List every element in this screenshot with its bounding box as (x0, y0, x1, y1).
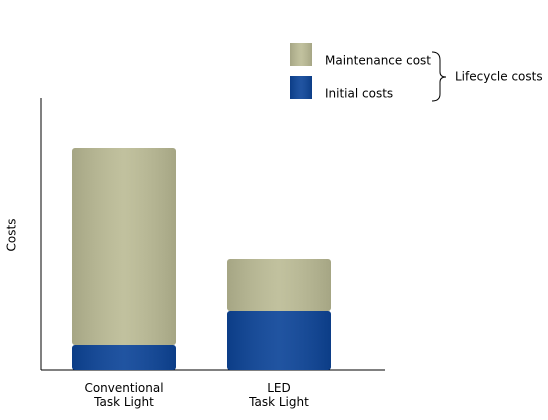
y-axis-label: Costs (5, 219, 19, 252)
legend-label: Initial costs (325, 87, 393, 101)
bar-shine (72, 148, 176, 345)
x-tick-label: LED Task Light (249, 381, 309, 409)
x-tick-label: Conventional Task Light (84, 381, 164, 409)
bar-shine (227, 259, 331, 311)
legend-shine (290, 43, 312, 66)
legend-label: Maintenance cost (325, 54, 431, 68)
bar-shine (227, 311, 331, 370)
group-label: Lifecycle costs (455, 70, 543, 84)
legend-shine (290, 76, 312, 99)
bar-shine (72, 345, 176, 370)
legend-brace (431, 51, 447, 102)
